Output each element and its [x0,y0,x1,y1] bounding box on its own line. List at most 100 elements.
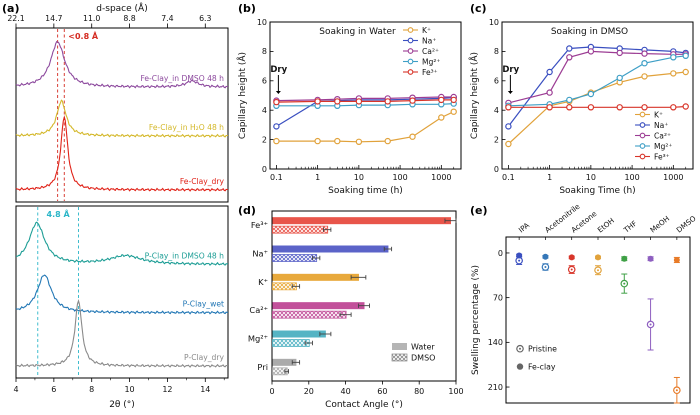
data-point [505,123,512,130]
y-tick-label: 10 [257,18,267,27]
series [505,103,689,111]
data-point [355,98,363,105]
panel-b-label: (b) [238,2,256,15]
x-tick-label: 80 [414,387,424,396]
data-point [546,104,553,111]
x-tick-label: 10 [124,385,134,394]
plot-area [501,21,694,170]
data-point [670,70,677,77]
chart-title: Soaking in DMSO [551,27,628,37]
x-tick-label: 1 [547,173,552,182]
x-tick-label: 12 [162,385,172,394]
curve-label: P-Clay_wet [183,300,224,309]
y-tick-label: 10 [489,18,499,27]
bar-dmso [272,339,310,347]
dspace-tick-label: 8.8 [123,14,135,23]
legend: Water DMSO [391,343,435,363]
x-tick-label: 4 [13,385,18,394]
bar-dmso [272,310,347,319]
data-point [450,108,457,115]
data-point [616,74,623,82]
series [515,256,681,404]
legend-label: DMSO [411,354,435,363]
legend-label: Mg²⁺ [654,142,672,151]
curve-label: P-Clay_dry [184,353,224,362]
data-point [542,253,549,260]
data-point [314,98,321,105]
legend-label: Na⁺ [422,36,436,45]
curve-label: Fe-Clay_dry [180,177,225,186]
legend-label: Fe³⁺ [422,68,438,77]
y-tick-label: 70 [493,293,503,302]
x-tick-label: 0.1 [502,173,515,182]
bar-water [272,358,297,366]
y-tick-label: 8 [494,47,499,56]
curve-label: Fe-Clay_in DMSO 48 h [140,74,224,83]
data-point [566,96,573,104]
y-axis-label: Swelling percentage (%) [471,265,481,375]
series [505,48,689,107]
x-tick-label: 0 [269,387,274,396]
data-point [568,254,575,261]
curve-label: Fe-Clay_in H₂O 48 h [149,123,224,132]
x-axis-label: Soaking time (h) [328,186,403,196]
data-point [505,140,512,148]
solvent-label: MeOH [648,214,671,235]
y-tick-label: 210 [488,383,503,392]
data-point [641,73,648,80]
data-point [384,137,391,145]
chart-title: Soaking in Water [319,27,396,37]
y-tick-label: 0 [498,249,503,258]
data-point [273,98,280,106]
xrd-chart: d-space (Å) 22.1 14.7 11.0 8.8 7.4 6.3 Fe-Clay_… [7,2,229,410]
panel-b-water-soaking: 0 2 4 6 8 10 0.1 1 10 100 1000 Soaking time (h) Capi… [236,2,468,201]
data-point [409,97,416,104]
plot-area [269,21,462,170]
bar-water [272,302,365,310]
y-tick-label: 0 [262,165,267,174]
x-axis-label: 2θ (°) [109,400,135,410]
y-tick-label: 4 [262,106,267,115]
data-point [566,45,573,52]
dry-arrowhead [275,91,281,95]
series [273,96,457,106]
panel-d-contact-angle: Fe³⁺ Na⁺ K⁺ Ca²⁺ Mg²⁺ Pri 0 20 40 60 80 100 Contact … [236,203,468,413]
data-point [384,98,391,105]
y-axis-label: Capillary height (Å) [236,52,248,139]
x-tick-label: 1000 [663,173,683,182]
category-label: K⁺ [258,277,268,287]
legend: Pristine Fe-clay [516,345,557,371]
x-tick-label: 100 [392,173,407,182]
dry-annotation: Dry [270,65,287,75]
x-axis-label: Contact Angle (°) [325,400,403,410]
xrd-curve [15,274,229,315]
bar-water [272,273,359,281]
xrd-curve [15,298,228,368]
data-point [616,104,623,111]
data-point [621,255,628,262]
dspace-tick-label: 22.1 [7,14,24,23]
legend: K⁺Na⁺Ca²⁺Mg²⁺Fe³⁺ [403,26,440,77]
dspace-axis-title: d-space (Å) [96,2,147,14]
data-point [450,96,457,104]
data-point [670,54,677,61]
legend: K⁺Na⁺Ca²⁺Mg²⁺Fe³⁺ [635,110,672,161]
bar-dmso [272,254,318,262]
plot-area [271,210,457,382]
data-point [587,104,595,111]
data-point [673,256,680,263]
data-point [641,104,648,111]
solvent-label: IPA [517,221,531,235]
data-point [647,255,654,262]
category-label: Ca²⁺ [249,305,268,315]
x-tick-label: 0.1 [270,173,283,182]
series [516,252,680,264]
x-tick-label: 40 [341,387,351,396]
x-tick-label: 60 [377,387,387,396]
y-tick-label: 6 [262,77,267,86]
data-point [273,123,280,130]
data-point [355,138,363,145]
panel-c-label: (c) [470,2,487,15]
